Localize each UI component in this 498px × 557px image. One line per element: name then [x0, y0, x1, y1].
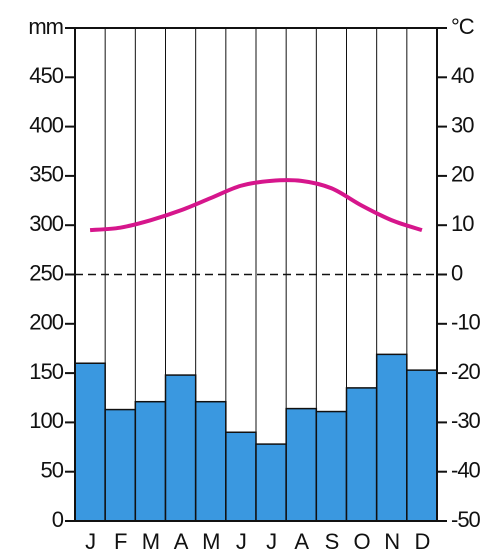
- y2-tick-label: -30: [451, 408, 481, 433]
- y2-tick-label: -40: [451, 458, 481, 483]
- y-tick-label: 300: [29, 211, 63, 236]
- y2-tick-label: 10: [451, 211, 474, 236]
- x-tick-label: N: [384, 529, 399, 554]
- y-tick-label: 350: [29, 162, 63, 187]
- x-tick-label: S: [325, 529, 339, 554]
- y-tick-label: 200: [29, 310, 63, 335]
- bar: [255, 443, 287, 522]
- y-tick-label: mm: [28, 14, 63, 39]
- bar: [406, 369, 438, 522]
- x-tick-label: J: [266, 529, 276, 554]
- y-tick-label: 450: [29, 63, 63, 88]
- bar: [134, 400, 167, 522]
- x-tick-label: O: [354, 529, 371, 554]
- x-tick-label: A: [294, 529, 309, 554]
- bar: [164, 374, 197, 522]
- y2-tick-label: -10: [451, 310, 481, 335]
- bar: [104, 408, 137, 522]
- y-tick-label: 50: [41, 458, 64, 483]
- y-tick-label: 150: [29, 359, 63, 384]
- y2-tick-label: -50: [451, 507, 481, 532]
- y-tick-label: 250: [29, 260, 63, 285]
- x-tick-label: A: [174, 529, 189, 554]
- y2-tick-label: °C: [451, 14, 475, 39]
- y2-tick-label: 20: [451, 162, 474, 187]
- x-tick-label: M: [142, 529, 159, 554]
- y-tick-label: 400: [29, 112, 63, 137]
- x-tick-label: J: [236, 529, 246, 554]
- bar: [74, 362, 106, 522]
- x-tick-label: F: [114, 529, 127, 554]
- bar: [345, 387, 378, 522]
- bar: [315, 410, 348, 522]
- temperature-line: [89, 178, 423, 233]
- bar: [375, 353, 408, 522]
- y-tick-label: 0: [52, 507, 64, 532]
- x-tick-label: M: [202, 529, 219, 554]
- y2-tick-label: 40: [451, 63, 474, 88]
- y2-tick-label: 30: [451, 112, 474, 137]
- x-tick-label: D: [414, 529, 429, 554]
- bar: [225, 431, 257, 522]
- y-tick-label: 100: [29, 408, 63, 433]
- x-tick-label: J: [85, 529, 95, 554]
- y2-tick-label: 0: [451, 260, 463, 285]
- bar: [285, 407, 318, 522]
- bar: [194, 400, 227, 522]
- y2-tick-label: -20: [451, 359, 481, 384]
